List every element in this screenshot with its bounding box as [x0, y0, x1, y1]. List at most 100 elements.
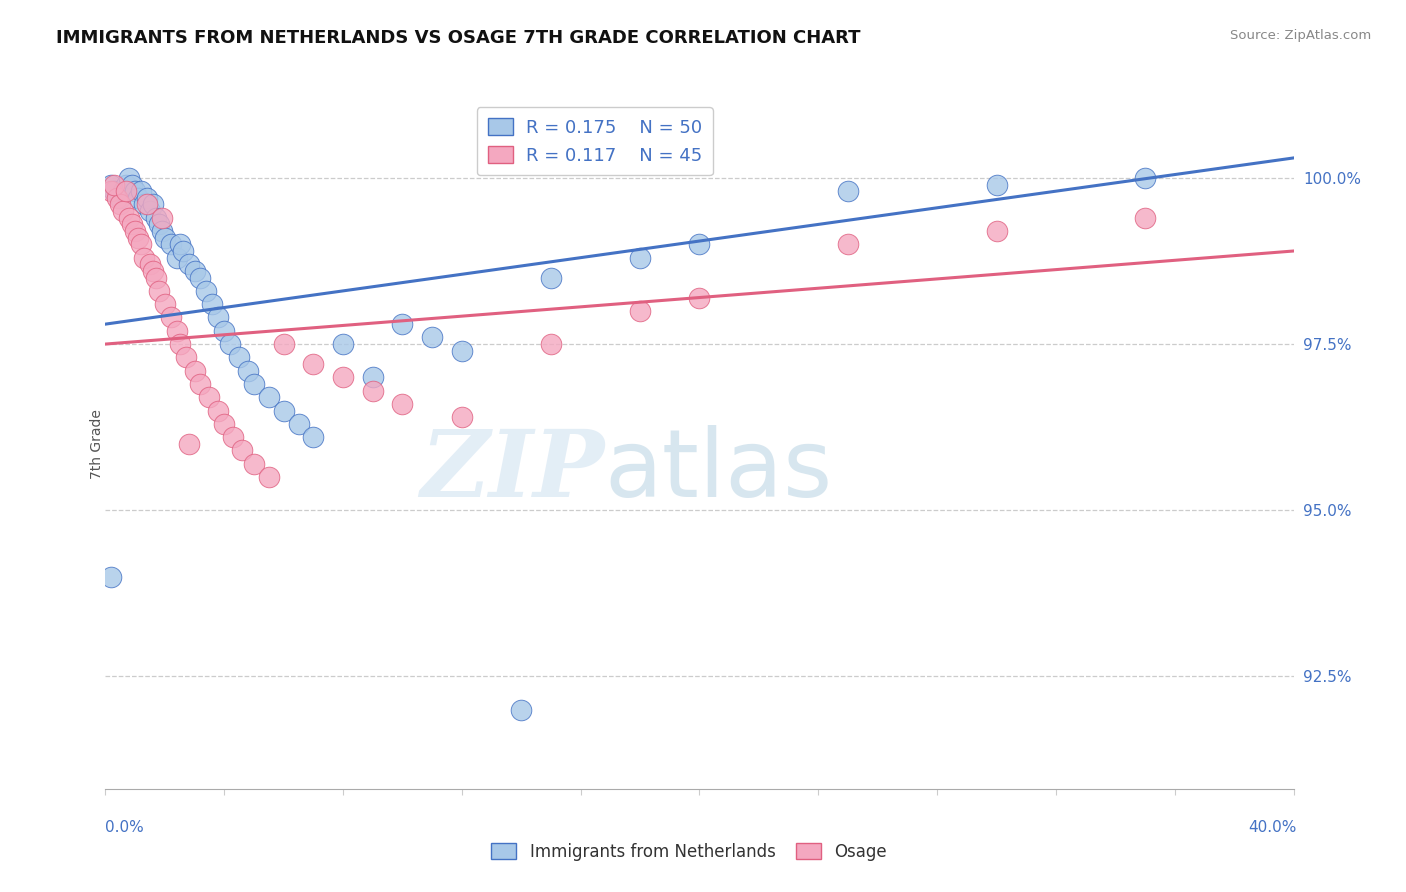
- Point: [100, 178, 122, 192]
- Point: [391, 317, 413, 331]
- Point: [986, 224, 1008, 238]
- Point: [103, 178, 125, 192]
- Text: atlas: atlas: [605, 425, 832, 517]
- Point: [110, 191, 132, 205]
- Point: [112, 204, 135, 219]
- Text: 40.0%: 40.0%: [1249, 821, 1296, 835]
- Point: [153, 297, 176, 311]
- Point: [115, 178, 138, 192]
- Point: [129, 184, 152, 198]
- Point: [150, 211, 173, 225]
- Point: [257, 390, 280, 404]
- Point: [287, 417, 309, 431]
- Point: [986, 178, 1008, 192]
- Point: [257, 470, 280, 484]
- Point: [236, 364, 259, 378]
- Point: [100, 184, 122, 198]
- Point: [243, 376, 266, 391]
- Point: [837, 237, 859, 252]
- Point: [159, 310, 181, 325]
- Point: [159, 237, 181, 252]
- Point: [100, 570, 122, 584]
- Point: [145, 270, 167, 285]
- Point: [332, 370, 354, 384]
- Point: [219, 337, 242, 351]
- Point: [153, 230, 176, 244]
- Point: [124, 184, 146, 198]
- Point: [136, 197, 159, 211]
- Text: 0.0%: 0.0%: [105, 821, 145, 835]
- Point: [228, 351, 250, 365]
- Point: [148, 284, 170, 298]
- Point: [132, 251, 155, 265]
- Point: [127, 230, 149, 244]
- Point: [150, 224, 173, 238]
- Point: [183, 364, 205, 378]
- Legend: R = 0.175    N = 50, R = 0.117    N = 45: R = 0.175 N = 50, R = 0.117 N = 45: [477, 107, 713, 176]
- Text: Source: ZipAtlas.com: Source: ZipAtlas.com: [1230, 29, 1371, 42]
- Point: [166, 251, 188, 265]
- Point: [689, 291, 711, 305]
- Point: [142, 264, 165, 278]
- Point: [628, 303, 651, 318]
- Point: [1133, 211, 1156, 225]
- Point: [361, 370, 384, 384]
- Point: [540, 270, 562, 285]
- Point: [214, 417, 236, 431]
- Point: [222, 430, 245, 444]
- Point: [198, 390, 221, 404]
- Point: [273, 337, 295, 351]
- Point: [129, 237, 152, 252]
- Point: [148, 218, 170, 232]
- Point: [628, 251, 651, 265]
- Point: [540, 337, 562, 351]
- Point: [273, 403, 295, 417]
- Point: [302, 357, 325, 371]
- Point: [177, 436, 200, 450]
- Point: [214, 324, 236, 338]
- Point: [190, 376, 212, 391]
- Point: [174, 351, 197, 365]
- Point: [689, 237, 711, 252]
- Point: [103, 184, 125, 198]
- Point: [450, 343, 472, 358]
- Text: ZIP: ZIP: [420, 426, 605, 516]
- Point: [302, 430, 325, 444]
- Point: [132, 197, 155, 211]
- Point: [112, 184, 135, 198]
- Point: [118, 170, 141, 185]
- Point: [169, 237, 191, 252]
- Point: [136, 191, 159, 205]
- Point: [115, 184, 138, 198]
- Point: [201, 297, 224, 311]
- Point: [837, 184, 859, 198]
- Point: [332, 337, 354, 351]
- Text: IMMIGRANTS FROM NETHERLANDS VS OSAGE 7TH GRADE CORRELATION CHART: IMMIGRANTS FROM NETHERLANDS VS OSAGE 7TH…: [56, 29, 860, 46]
- Point: [121, 178, 143, 192]
- Point: [183, 264, 205, 278]
- Point: [166, 324, 188, 338]
- Point: [142, 197, 165, 211]
- Point: [118, 211, 141, 225]
- Point: [361, 384, 384, 398]
- Point: [207, 403, 229, 417]
- Point: [1133, 170, 1156, 185]
- Point: [169, 337, 191, 351]
- Point: [190, 270, 212, 285]
- Point: [105, 191, 128, 205]
- Point: [510, 703, 533, 717]
- Point: [124, 224, 146, 238]
- Point: [121, 218, 143, 232]
- Y-axis label: 7th Grade: 7th Grade: [90, 409, 104, 479]
- Point: [207, 310, 229, 325]
- Point: [127, 191, 149, 205]
- Point: [177, 257, 200, 271]
- Point: [139, 257, 162, 271]
- Point: [145, 211, 167, 225]
- Point: [172, 244, 194, 258]
- Point: [243, 457, 266, 471]
- Point: [420, 330, 443, 344]
- Point: [231, 443, 253, 458]
- Point: [450, 410, 472, 425]
- Point: [110, 197, 132, 211]
